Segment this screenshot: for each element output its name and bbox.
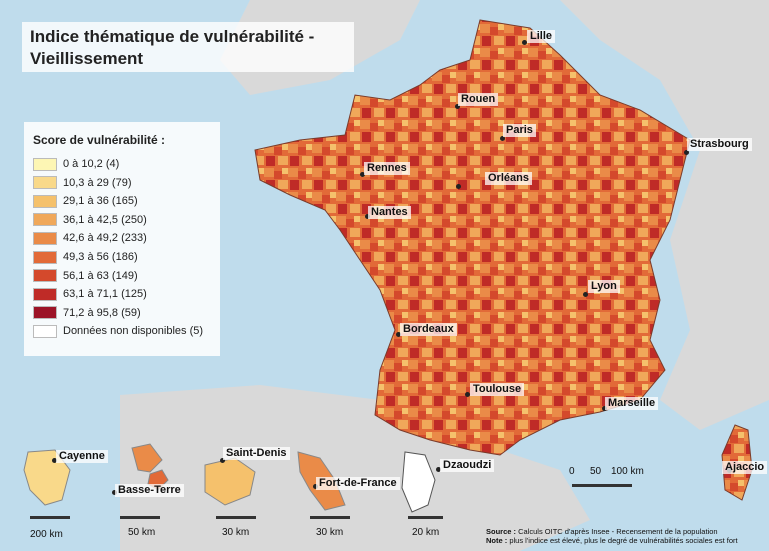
marseille-dot	[602, 406, 607, 411]
scale-mayotte: 20 km	[412, 527, 440, 538]
legend-swatch	[33, 250, 57, 264]
city-orleans: Orléans	[485, 172, 532, 185]
legend-row: 63,1 à 71,1 (125)	[33, 286, 147, 302]
rouen-dot	[455, 104, 460, 109]
legend-row: 29,1 à 36 (165)	[33, 193, 138, 209]
note-text: plus l'indice est élevé, plus le degré d…	[509, 536, 738, 545]
mayotte-shape	[401, 451, 436, 513]
city-marseille: Marseille	[605, 397, 659, 410]
source-text: Calculs OITC d'après Insee - Recensement…	[518, 527, 718, 536]
city-bordeaux: Bordeaux	[400, 323, 457, 336]
legend-row: Données non disponibles (5)	[33, 323, 203, 339]
legend-label: 10,3 à 29 (79)	[63, 176, 132, 189]
scale-main-0: 0	[569, 466, 575, 477]
legend-label: 0 à 10,2 (4)	[63, 158, 120, 170]
guadeloupe-shape	[131, 443, 163, 473]
legend-label: 42,6 à 49,2 (233)	[63, 232, 147, 245]
lille-dot	[522, 40, 527, 45]
scale-guyane: 200 km	[30, 529, 63, 540]
legend-swatch	[33, 176, 57, 190]
city-lille: Lille	[527, 30, 556, 43]
label-dzaoudzi: Dzaoudzi	[440, 459, 495, 472]
title-line-1: Indice thématique de vulnérabilité -	[30, 27, 315, 46]
legend-row: 56,1 à 63 (149)	[33, 268, 138, 284]
legend-row: 0 à 10,2 (4)	[33, 156, 119, 172]
legend-row: 10,3 à 29 (79)	[33, 175, 132, 191]
label-basse-terre: Basse-Terre	[115, 484, 184, 497]
legend-swatch	[33, 157, 57, 171]
legend-label: 56,1 à 63 (149)	[63, 269, 138, 282]
scale-bar-martinique	[310, 516, 350, 519]
city-nantes: Nantes	[368, 206, 411, 219]
legend-swatch	[33, 306, 57, 320]
france-mainland	[254, 19, 691, 456]
dzaoudzi-dot	[436, 467, 441, 472]
spain-land	[120, 385, 590, 551]
title-box	[22, 22, 354, 72]
scale-main-100: 100 km	[611, 466, 644, 477]
legend-label: Données non disponibles (5)	[63, 325, 204, 338]
city-toulouse: Toulouse	[470, 383, 525, 396]
nantes-dot	[365, 214, 370, 219]
fort-de-france-dot	[313, 484, 318, 489]
source-note: Source : Calculs OITC d'après Insee - Re…	[486, 527, 766, 545]
city-lyon: Lyon	[588, 280, 620, 293]
title-line-2: Vieillissement	[30, 49, 144, 68]
legend-swatch	[33, 269, 57, 283]
legend-row: 49,3 à 56 (186)	[33, 249, 138, 265]
label-cayenne: Cayenne	[56, 450, 108, 463]
basse-terre-dot	[112, 490, 117, 495]
legend-label: 49,3 à 56 (186)	[63, 251, 138, 263]
note-label: Note :	[486, 536, 508, 545]
paris-dot	[500, 136, 505, 141]
saint-denis-dot	[220, 458, 225, 463]
legend-row: 71,2 à 95,8 (59)	[33, 305, 141, 321]
toulouse-dot	[465, 392, 470, 397]
scale-bar-main	[572, 484, 632, 487]
scale-main-50: 50	[590, 466, 602, 477]
scale-bar-reunion	[216, 516, 256, 519]
legend-row: 42,6 à 49,2 (233)	[33, 230, 147, 246]
legend-swatch	[33, 231, 57, 245]
legend-swatch	[33, 213, 57, 227]
city-ajaccio: Ajaccio	[722, 461, 768, 474]
city-paris: Paris	[503, 124, 536, 137]
scale-guadeloupe: 50 km	[128, 527, 156, 538]
legend-label: 29,1 à 36 (165)	[63, 195, 138, 208]
legend-label: 36,1 à 42,5 (250)	[63, 213, 147, 226]
legend-label: 71,2 à 95,8 (59)	[63, 306, 141, 319]
source-label: Source :	[486, 527, 517, 536]
strasbourg-dot	[684, 150, 689, 155]
legend-swatch	[33, 194, 57, 208]
map-title: Indice thématique de vulnérabilité - Vie…	[30, 26, 360, 70]
scale-bar-guadeloupe	[120, 516, 160, 519]
city-strasbourg: Strasbourg	[687, 138, 752, 151]
scale-martinique: 30 km	[316, 527, 344, 538]
city-rennes: Rennes	[364, 162, 410, 175]
legend-swatch	[33, 287, 57, 301]
scale-bar-guyane	[30, 516, 70, 519]
scale-bar-mayotte	[408, 516, 443, 519]
label-saint-denis: Saint-Denis	[223, 447, 290, 460]
scale-reunion: 30 km	[222, 527, 250, 538]
orleans-dot	[456, 184, 461, 189]
label-fort-de-france: Fort-de-France	[316, 477, 400, 490]
bordeaux-dot	[396, 332, 401, 337]
legend-label: 63,1 à 71,1 (125)	[63, 288, 147, 301]
city-rouen: Rouen	[458, 93, 499, 106]
lyon-dot	[583, 292, 588, 297]
legend-row: 36,1 à 42,5 (250)	[33, 212, 147, 228]
rennes-dot	[360, 172, 365, 177]
legend-swatch	[33, 324, 57, 338]
legend-title: Score de vulnérabilité :	[33, 133, 166, 147]
europe-land	[560, 0, 769, 430]
cayenne-dot	[52, 458, 57, 463]
